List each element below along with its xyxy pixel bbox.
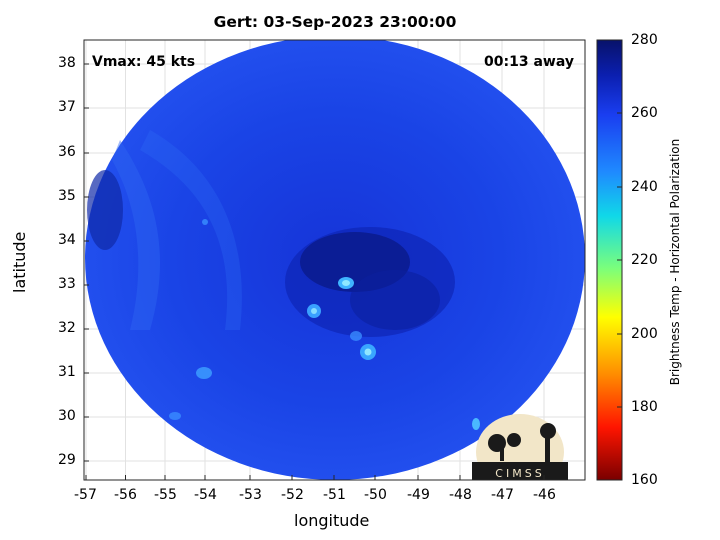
colorbar-tick-label: 280 xyxy=(631,32,658,48)
lon-tick-label: -55 xyxy=(154,487,177,503)
lon-tick-label: -46 xyxy=(533,487,556,503)
plot-title: Gert: 03-Sep-2023 23:00:00 xyxy=(213,13,457,31)
lon-tick-label: -53 xyxy=(239,487,262,503)
cimss-logo-text: CIMSS xyxy=(495,467,544,480)
time-away-label: 00:13 away xyxy=(484,54,574,70)
lon-tick-label: -56 xyxy=(114,487,137,503)
lat-tick-label: 37 xyxy=(58,99,76,115)
lat-tick-label: 34 xyxy=(58,232,76,248)
lon-tick-label: -54 xyxy=(194,487,217,503)
lat-tick-label: 29 xyxy=(58,452,76,468)
vmax-label: Vmax: 45 kts xyxy=(92,54,196,70)
brightness-temp-swath: CIMSS xyxy=(85,40,585,480)
colorbar-label: Brightness Temp - Horizontal Polarizatio… xyxy=(668,138,682,386)
lon-tick-label: -49 xyxy=(407,487,430,503)
lat-tick-label: 33 xyxy=(58,276,76,292)
lon-tick-label: -52 xyxy=(281,487,304,503)
colorbar-tick-label: 220 xyxy=(631,252,658,268)
lat-tick-label: 31 xyxy=(58,364,76,380)
lat-tick-label: 36 xyxy=(58,144,76,160)
lon-tick-label: -48 xyxy=(449,487,472,503)
colorbar-tick-label: 240 xyxy=(631,179,658,195)
lon-tick-label: -47 xyxy=(491,487,514,503)
lat-tick-label: 30 xyxy=(58,408,76,424)
lat-tick-label: 38 xyxy=(58,55,76,71)
lon-tick-label: -57 xyxy=(74,487,97,503)
tick-marks xyxy=(84,63,545,480)
colorbar-tick-label: 160 xyxy=(631,472,658,488)
colorbar-ticks xyxy=(617,112,622,408)
lon-tick-label: -51 xyxy=(323,487,346,503)
lat-tick-label: 35 xyxy=(58,188,76,204)
x-axis-label: longitude xyxy=(294,511,370,530)
y-axis-label: latitude xyxy=(10,231,29,293)
colorbar-tick-label: 200 xyxy=(631,326,658,342)
colorbar-tick-label: 260 xyxy=(631,105,658,121)
lon-tick-label: -50 xyxy=(364,487,387,503)
colorbar-tick-label: 180 xyxy=(631,399,658,415)
lat-tick-label: 32 xyxy=(58,320,76,336)
